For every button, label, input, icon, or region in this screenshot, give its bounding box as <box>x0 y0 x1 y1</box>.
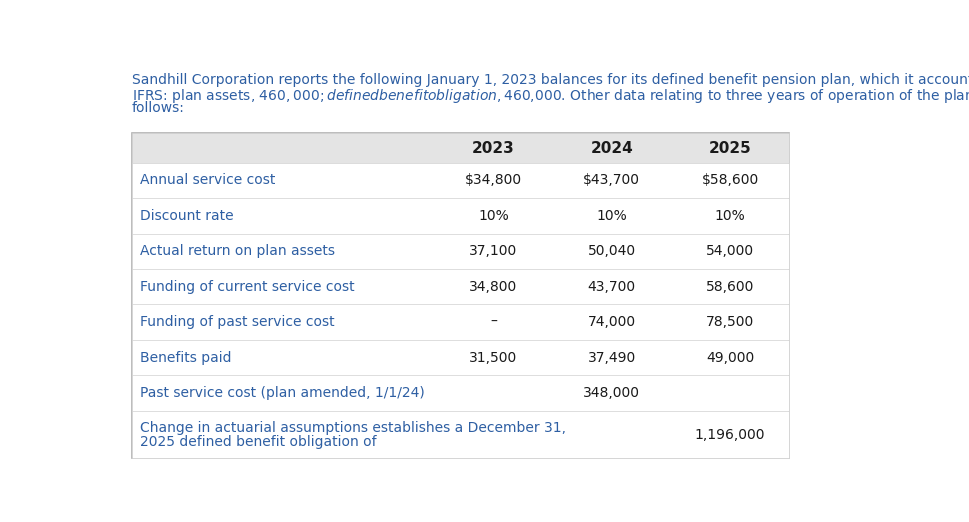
Text: $34,800: $34,800 <box>464 173 521 187</box>
Text: 43,700: 43,700 <box>587 280 636 294</box>
Text: Change in actuarial assumptions establishes a December 31,: Change in actuarial assumptions establis… <box>140 421 565 435</box>
Bar <box>132 198 789 233</box>
Text: 31,500: 31,500 <box>469 351 517 364</box>
Text: 2025 defined benefit obligation of: 2025 defined benefit obligation of <box>140 435 376 449</box>
Bar <box>132 134 789 458</box>
Text: 348,000: 348,000 <box>582 386 640 400</box>
Text: Funding of current service cost: Funding of current service cost <box>140 280 354 294</box>
Text: Actual return on plan assets: Actual return on plan assets <box>140 244 334 258</box>
Text: 49,000: 49,000 <box>705 351 754 364</box>
Text: 78,500: 78,500 <box>705 315 754 329</box>
Bar <box>132 163 789 198</box>
Text: 10%: 10% <box>714 209 745 223</box>
Text: Funding of past service cost: Funding of past service cost <box>140 315 334 329</box>
Text: $43,700: $43,700 <box>582 173 640 187</box>
Text: 58,600: 58,600 <box>705 280 754 294</box>
Text: 74,000: 74,000 <box>587 315 636 329</box>
Text: Past service cost (plan amended, 1/1/24): Past service cost (plan amended, 1/1/24) <box>140 386 424 400</box>
Text: 2025: 2025 <box>708 140 751 156</box>
Bar <box>132 375 789 411</box>
Text: 37,100: 37,100 <box>469 244 517 258</box>
Text: 2023: 2023 <box>472 140 515 156</box>
Text: $58,600: $58,600 <box>701 173 758 187</box>
Text: 37,490: 37,490 <box>587 351 636 364</box>
Text: Discount rate: Discount rate <box>140 209 234 223</box>
Text: follows:: follows: <box>132 101 185 115</box>
Text: 34,800: 34,800 <box>469 280 517 294</box>
Bar <box>132 269 789 304</box>
Bar <box>132 340 789 375</box>
Text: 10%: 10% <box>596 209 627 223</box>
Text: 2024: 2024 <box>590 140 633 156</box>
Bar <box>132 134 789 163</box>
Text: –: – <box>489 315 496 329</box>
Text: Annual service cost: Annual service cost <box>140 173 275 187</box>
Text: 54,000: 54,000 <box>705 244 754 258</box>
Text: 50,040: 50,040 <box>587 244 636 258</box>
Bar <box>132 233 789 269</box>
Text: Sandhill Corporation reports the following January 1, 2023 balances for its defi: Sandhill Corporation reports the followi… <box>132 74 969 87</box>
Text: Benefits paid: Benefits paid <box>140 351 232 364</box>
Bar <box>132 411 789 458</box>
Bar <box>132 304 789 340</box>
Text: IFRS: plan assets, $460,000; defined benefit obligation, $460,000. Other data re: IFRS: plan assets, $460,000; defined ben… <box>132 87 969 105</box>
Text: 1,196,000: 1,196,000 <box>694 428 765 442</box>
Text: 10%: 10% <box>478 209 509 223</box>
